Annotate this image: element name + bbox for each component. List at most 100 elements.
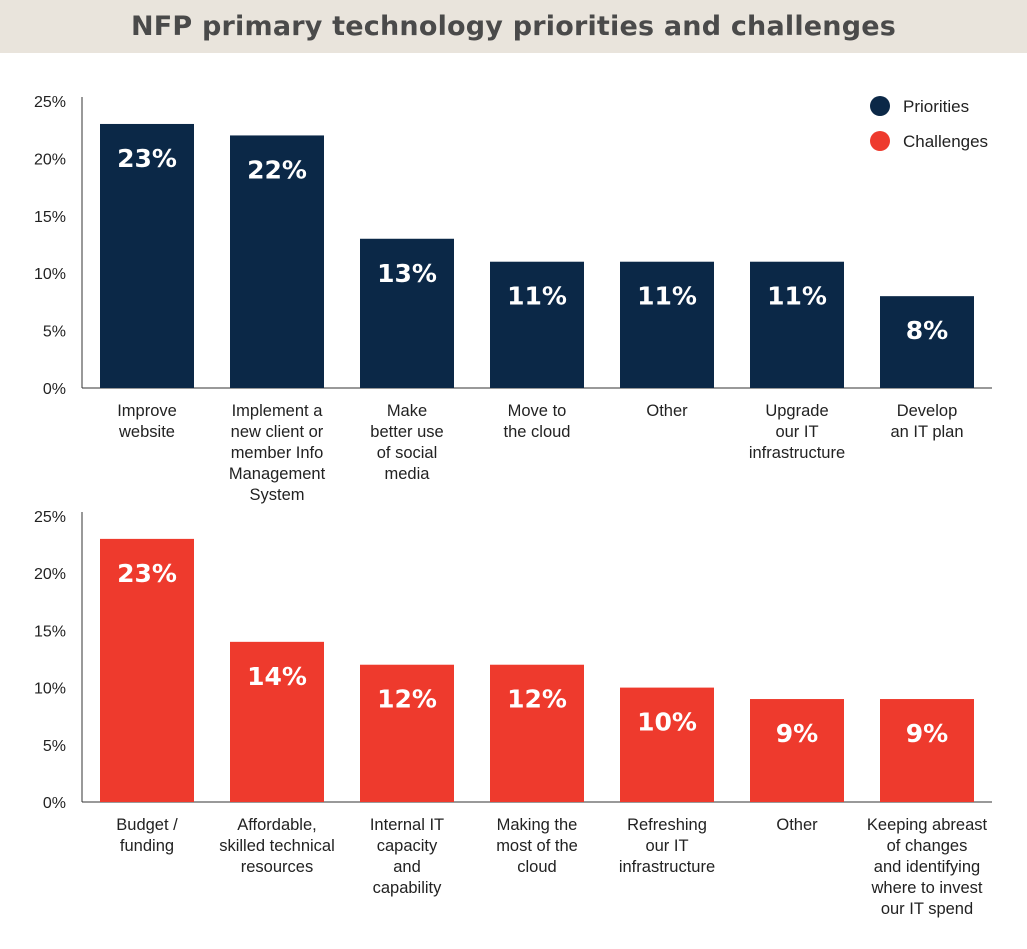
priorities-category-label-line: better use xyxy=(370,423,443,441)
challenges-category-label-line: resources xyxy=(241,858,313,876)
priorities-y-tick-label: 0% xyxy=(43,381,66,398)
priorities-category-label-line: new client or xyxy=(231,423,324,441)
priorities-data-label: 11% xyxy=(767,282,827,311)
priorities-y-tick-label: 10% xyxy=(34,266,66,283)
priorities-category-label: Improve website xyxy=(117,402,177,441)
priorities-category-label-line: Management xyxy=(229,465,326,483)
priorities-category-label-line: Improve xyxy=(117,402,177,420)
priorities-category-label-line: media xyxy=(385,465,431,483)
challenges-category-label-line: capacity xyxy=(377,837,438,855)
challenges-data-label: 12% xyxy=(507,685,567,714)
challenges-y-tick-label: 5% xyxy=(43,738,66,755)
title-bar: NFP primary technology priorities and ch… xyxy=(0,0,1027,53)
challenges-y-tick-label: 0% xyxy=(43,795,66,812)
challenges-bar xyxy=(750,699,844,802)
priorities-bar xyxy=(750,261,844,388)
challenges-category-label-line: Budget / xyxy=(116,816,178,834)
legend-label-challenges: Challenges xyxy=(903,132,988,151)
challenges-category-label: Keeping abreast of changes and identifying… xyxy=(867,816,988,918)
challenges-category-label-line: Keeping abreast xyxy=(867,816,988,834)
priorities-category-label-line: Develop xyxy=(897,402,958,420)
challenges-data-label: 12% xyxy=(377,685,437,714)
challenges-category-label-line: Affordable, xyxy=(237,816,317,834)
priorities-bar xyxy=(620,261,714,388)
challenges-category-label: Internal IT capacity and capability xyxy=(370,816,444,897)
priorities-category-label-line: Upgrade xyxy=(765,402,828,420)
priorities-category-label-line: infrastructure xyxy=(749,444,845,462)
challenges-category-label-line: our IT xyxy=(645,837,688,855)
challenges-category-label-line: Refreshing xyxy=(627,816,707,834)
priorities-bar xyxy=(490,261,584,388)
priorities-y-tick-label: 25% xyxy=(34,94,66,111)
priorities-y-tick-label: 15% xyxy=(34,209,66,226)
challenges-category-label: Refreshing our IT infrastructure xyxy=(619,816,715,876)
challenges-category-label-line: most of the xyxy=(496,837,578,855)
challenges-y-tick-label: 10% xyxy=(34,681,66,698)
priorities-y-tick-label: 5% xyxy=(43,324,66,341)
priorities-category-label-line: of social xyxy=(377,444,438,462)
challenges-bar xyxy=(490,664,584,802)
priorities-category-label: Implement a new client or member Info Manag… xyxy=(229,402,326,504)
challenges-category-label-line: where to invest xyxy=(871,879,983,897)
challenges-y-tick-label: 25% xyxy=(34,509,66,526)
legend-marker-challenges xyxy=(870,131,890,151)
priorities-data-label: 22% xyxy=(247,155,307,184)
priorities-bar xyxy=(100,123,194,389)
challenges-category-label-line: Internal IT xyxy=(370,816,444,834)
priorities-bar xyxy=(360,238,454,388)
challenges-bar xyxy=(880,699,974,802)
challenges-y-tick-label: 15% xyxy=(34,623,66,640)
challenges-category-label-line: skilled technical xyxy=(219,837,335,855)
priorities-data-label: 13% xyxy=(377,259,437,288)
challenges-category-label: Making the most of the cloud xyxy=(496,816,578,876)
challenges-data-label: 14% xyxy=(247,662,307,691)
challenges-data-label: 10% xyxy=(637,708,697,737)
challenges-bar xyxy=(100,538,194,802)
priorities-category-label-line: Make xyxy=(387,402,427,420)
priorities-category-label-line: member Info xyxy=(231,444,324,462)
priorities-bar xyxy=(880,296,974,388)
challenges-category-label-line: capability xyxy=(373,879,443,897)
challenges-data-label: 23% xyxy=(117,559,177,588)
priorities-category-label-line: our IT xyxy=(775,423,818,441)
challenges-category-label-line: cloud xyxy=(517,858,556,876)
priorities-category-label: Upgrade our IT infrastructure xyxy=(749,402,845,462)
priorities-category-label-line: System xyxy=(249,486,304,504)
challenges-category-label-line: Other xyxy=(776,816,818,834)
priorities-data-label: 8% xyxy=(906,316,948,345)
challenges-category-label-line: of changes xyxy=(887,837,968,855)
priorities-category-label: Develop an IT plan xyxy=(890,402,963,441)
priorities-data-label: 11% xyxy=(507,282,567,311)
challenges-category-label: Affordable, skilled technical resources xyxy=(219,816,335,876)
priorities-category-label-line: Move to xyxy=(508,402,567,420)
priorities-data-label: 11% xyxy=(637,282,697,311)
priorities-category-label: Make better use of social media xyxy=(370,402,443,483)
challenges-bar xyxy=(360,664,454,802)
priorities-category-label-line: website xyxy=(118,423,175,441)
priorities-data-label: 23% xyxy=(117,144,177,173)
challenges-y-tick-label: 20% xyxy=(34,566,66,583)
challenges-category-label-line: our IT spend xyxy=(881,900,973,918)
challenges-category-label-line: and identifying xyxy=(874,858,980,876)
challenges-category-label-line: infrastructure xyxy=(619,858,715,876)
priorities-bar xyxy=(230,135,324,388)
priorities-category-label-line: the cloud xyxy=(504,423,571,441)
priorities-category-label: Move to the cloud xyxy=(504,402,571,441)
priorities-y-tick-label: 20% xyxy=(34,151,66,168)
challenges-bar xyxy=(620,687,714,802)
chart-title: NFP primary technology priorities and ch… xyxy=(130,11,897,42)
challenges-category-label: Other xyxy=(776,816,818,834)
priorities-category-label-line: an IT plan xyxy=(890,423,963,441)
priorities-category-label-line: Other xyxy=(646,402,688,420)
legend-marker-priorities xyxy=(870,96,890,116)
challenges-category-label: Budget / funding xyxy=(116,816,178,855)
challenges-category-label-line: Making the xyxy=(497,816,578,834)
challenges-bar xyxy=(230,641,324,802)
challenges-data-label: 9% xyxy=(906,719,948,748)
challenges-category-label-line: funding xyxy=(120,837,174,855)
challenges-category-label-line: and xyxy=(393,858,421,876)
legend-label-priorities: Priorities xyxy=(903,97,969,116)
challenges-data-label: 9% xyxy=(776,719,818,748)
priorities-category-label: Other xyxy=(646,402,688,420)
